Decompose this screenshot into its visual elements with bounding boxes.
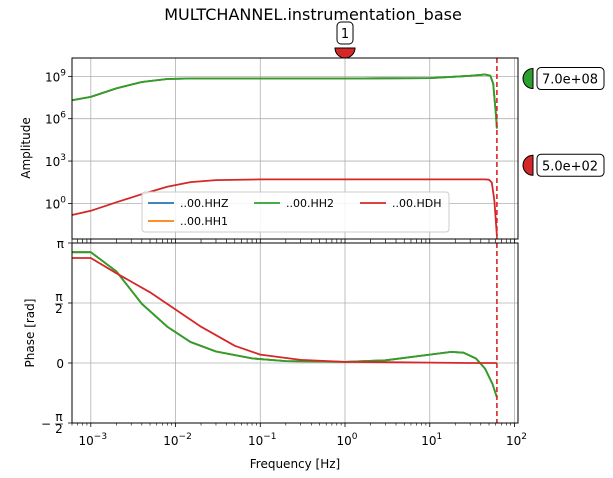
phase-y-tick-denominator: 2 bbox=[55, 302, 63, 316]
amplitude-marker-label: 7.0e+08 bbox=[542, 73, 598, 88]
amplitude-marker-label: 5.0e+02 bbox=[542, 159, 598, 174]
amplitude-y-tick-label: 109 bbox=[45, 68, 66, 84]
amplitude-marker-handle bbox=[522, 154, 534, 176]
marker-layer[interactable]: 1 7.0e+08 5.0e+02 bbox=[334, 21, 605, 177]
legend-box bbox=[141, 191, 450, 233]
amplitude-marker-handle bbox=[522, 68, 534, 90]
frequency-ticks: 10−3 10−2 10−1 100 101 102 bbox=[71, 239, 527, 448]
phase-series-line bbox=[72, 251, 498, 398]
legend-label: ..00.HH1 bbox=[180, 215, 228, 228]
phase-y-tick-denominator: 2 bbox=[55, 422, 63, 436]
phase-y-tick-label: 0 bbox=[56, 357, 64, 371]
frequency-axis-label: Frequency [Hz] bbox=[250, 457, 341, 471]
phase-y-tick-numerator: π bbox=[55, 290, 62, 304]
amplitude-axis-label: Amplitude bbox=[19, 117, 33, 179]
phase-y-tick-label: π bbox=[57, 237, 64, 251]
amplitude-marker[interactable]: 7.0e+08 bbox=[522, 67, 605, 91]
amplitude-ticks: 100 103 106 109 bbox=[45, 68, 72, 211]
legend-label: ..00.HHZ bbox=[180, 197, 229, 210]
amplitude-y-tick-label: 106 bbox=[45, 111, 66, 127]
phase-y-tick-sign: − bbox=[41, 417, 51, 431]
phase-series-layer bbox=[72, 243, 498, 423]
phase-axes-frame bbox=[71, 242, 519, 424]
phase-series-line bbox=[72, 251, 498, 398]
frequency-marker-label: 1 bbox=[341, 27, 349, 42]
phase-series-line bbox=[72, 251, 498, 398]
x-tick-label: 10−2 bbox=[163, 432, 192, 448]
x-tick-label: 100 bbox=[337, 432, 358, 448]
amplitude-y-tick-label: 100 bbox=[45, 195, 66, 211]
frequency-marker[interactable]: 1 bbox=[334, 21, 356, 59]
phase-axis-label: Phase [rad] bbox=[23, 299, 37, 368]
amplitude-series-line bbox=[71, 73, 498, 129]
phase-series-line bbox=[72, 257, 497, 364]
x-tick-label: 10−3 bbox=[79, 432, 108, 448]
legend-label: ..00.HH2 bbox=[286, 197, 334, 210]
legend-label: ..00.HDH bbox=[392, 197, 442, 210]
x-tick-label: 102 bbox=[506, 432, 527, 448]
frequency-marker-handle bbox=[334, 47, 356, 59]
amplitude-panel: 100 103 106 109 Amplitude ..00.HHZ ..00.HH1.… bbox=[19, 57, 519, 240]
x-tick-label: 10−1 bbox=[248, 432, 277, 448]
amplitude-marker-box bbox=[536, 67, 605, 91]
phase-y-tick-numerator: π bbox=[55, 410, 62, 424]
amplitude-marker[interactable]: 5.0e+02 bbox=[522, 153, 605, 177]
amplitude-y-tick-label: 103 bbox=[45, 153, 66, 169]
legend: ..00.HHZ ..00.HH1 ..00.HH2 ..00.HDH bbox=[141, 191, 450, 233]
x-tick-label: 101 bbox=[421, 432, 442, 448]
amplitude-series-layer bbox=[71, 58, 498, 239]
amplitude-marker-box bbox=[536, 153, 605, 177]
phase-grid bbox=[72, 242, 518, 424]
amplitude-series-line bbox=[71, 178, 498, 236]
chart-title: MULTCHANNEL.instrumentation_base bbox=[164, 5, 462, 25]
amplitude-axes-frame bbox=[71, 57, 519, 240]
frequency-marker-box bbox=[336, 21, 354, 45]
